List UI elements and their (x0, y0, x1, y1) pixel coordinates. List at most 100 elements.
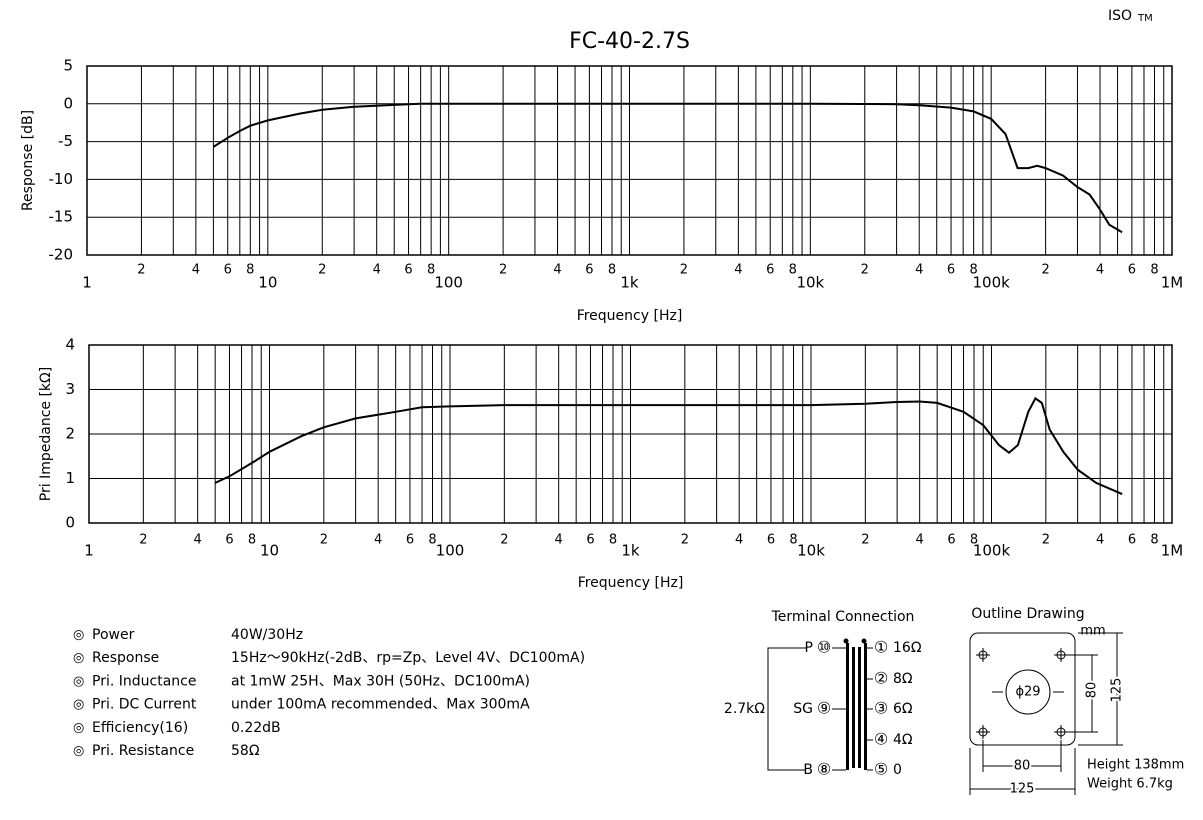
spec-value: 40W/30Hz (231, 627, 303, 643)
primary-impedance: 2.7kΩ (724, 701, 765, 717)
spec-label: Pri. Inductance (92, 673, 196, 689)
x-tick-label: 6 (767, 533, 775, 548)
x-tick-label: 10 (260, 542, 279, 560)
x-tick-label: 4 (916, 533, 924, 548)
terminal-diagram: Terminal Connection 2.7kΩ (724, 609, 915, 771)
x-tick-label: 4 (374, 533, 382, 548)
plot-frame (86, 65, 1173, 256)
x-tick-label: 8 (789, 533, 797, 548)
x-tick-label: 2 (318, 263, 326, 278)
spec-label: Pri. Resistance (92, 743, 194, 759)
dim-inner-width: 80 (1014, 759, 1031, 774)
x-tick-label: 6 (766, 263, 774, 278)
spec-label: Response (92, 650, 159, 666)
spec-value: under 100mA recommended、Max 300mA (231, 697, 530, 713)
polarity-dot (861, 638, 867, 644)
spec-value: at 1mW 25H、Max 30H (50Hz、DC100mA) (231, 673, 530, 689)
core (852, 647, 855, 768)
y-axis-label: Pri Impedance [kΩ] (38, 367, 54, 501)
x-tick-label: 8 (248, 533, 256, 548)
terminal-pin: ② (874, 669, 888, 688)
x-tick-label: 6 (586, 533, 594, 548)
x-axis-label: Frequency [Hz] (578, 575, 684, 591)
x-tick-label: 8 (1150, 263, 1158, 278)
x-tick-label: 6 (224, 263, 232, 278)
x-tick-label: 1 (82, 274, 92, 292)
x-tick-label: 100 (436, 542, 465, 560)
terminal-pin: ⑤ (874, 760, 888, 779)
terminal-value: 8Ω (893, 671, 913, 687)
x-tick-label: 2 (681, 533, 689, 548)
x-tick-label: 1k (621, 542, 640, 560)
spec-value: 15Hz～90kHz(-2dB、rp=Zp、Level 4V、DC100mA) (231, 650, 585, 666)
x-tick-label: 2 (320, 533, 328, 548)
x-tick-label: 6 (585, 263, 593, 278)
terminal-value: 6Ω (893, 701, 913, 717)
spec-bullet: ◎ (73, 651, 84, 666)
y-tick-label: -20 (49, 246, 74, 264)
terminal-pin: ④ (874, 730, 888, 749)
plot-frame (88, 344, 1173, 524)
x-tick-label: 2 (500, 533, 508, 548)
terminal-value: 0 (893, 762, 902, 778)
x-tick-label: 1M (1161, 274, 1184, 292)
x-tick-label: 2 (1041, 263, 1049, 278)
x-tick-label: 8 (1150, 533, 1158, 548)
x-tick-label: 6 (406, 533, 414, 548)
polarity-dot (843, 638, 849, 644)
x-tick-label: 8 (608, 263, 616, 278)
x-tick-label: 1k (620, 274, 639, 292)
core (864, 643, 867, 770)
x-tick-label: 4 (1096, 533, 1104, 548)
unit: mm (1080, 624, 1105, 639)
dim-outer-height: 125 (1110, 678, 1125, 703)
x-tick-label: 8 (609, 533, 617, 548)
x-tick-label: 4 (553, 263, 561, 278)
x-tick-label: 8 (970, 263, 978, 278)
x-tick-label: 6 (225, 533, 233, 548)
terminal-value: 4Ω (893, 732, 913, 748)
x-tick-label: 2 (680, 263, 688, 278)
brand: ISO (1108, 8, 1132, 24)
x-tick-label: 2 (1042, 533, 1050, 548)
y-tick-label: 0 (63, 94, 73, 112)
x-axis-label: Frequency [Hz] (577, 308, 683, 324)
x-tick-label: 6 (947, 533, 955, 548)
y-tick-label: 3 (65, 380, 75, 398)
x-tick-label: 2 (499, 263, 507, 278)
y-axis-label: Response [dB] (20, 110, 36, 211)
terminal-pin: ⑨ (817, 699, 831, 718)
dim-outer-width: 125 (1010, 782, 1035, 797)
x-tick-label: 10 (258, 274, 277, 292)
x-tick-label: 6 (1128, 533, 1136, 548)
x-tick-label: 2 (139, 533, 147, 548)
terminal-pin: ① (874, 638, 888, 657)
spec-value: 58Ω (231, 743, 260, 759)
mount-holes (976, 648, 1068, 739)
outline-title: Outline Drawing (971, 606, 1084, 622)
terminal-title: Terminal Connection (771, 609, 915, 625)
x-tick-label: 2 (861, 533, 869, 548)
x-tick-label: 4 (915, 263, 923, 278)
x-tick-label: 1 (84, 542, 94, 560)
terminal-name: P (805, 640, 813, 656)
weight: Weight 6.7kg (1087, 777, 1173, 792)
spec-bullet: ◎ (73, 628, 84, 643)
x-tick-label: 2 (137, 263, 145, 278)
dim-inner-height: 80 (1085, 682, 1100, 699)
center-hole (1005, 669, 1051, 715)
dimension-lines (969, 632, 1123, 795)
spec-label: Pri. DC Current (92, 697, 197, 713)
x-tick-label: 8 (428, 533, 436, 548)
x-tick-label: 100k (973, 542, 1011, 560)
x-tick-label: 4 (373, 263, 381, 278)
hole-label: ϕ29 (1015, 685, 1040, 700)
terminal-pin: ③ (874, 699, 888, 718)
x-tick-label: 4 (1096, 263, 1104, 278)
x-tick-label: 4 (555, 533, 563, 548)
height: Height 138mm (1087, 758, 1184, 773)
y-tick-label: -15 (49, 208, 74, 226)
x-tick-label: 100 (434, 274, 463, 292)
x-tick-label: 8 (246, 263, 254, 278)
trademark: TM (1137, 13, 1153, 24)
